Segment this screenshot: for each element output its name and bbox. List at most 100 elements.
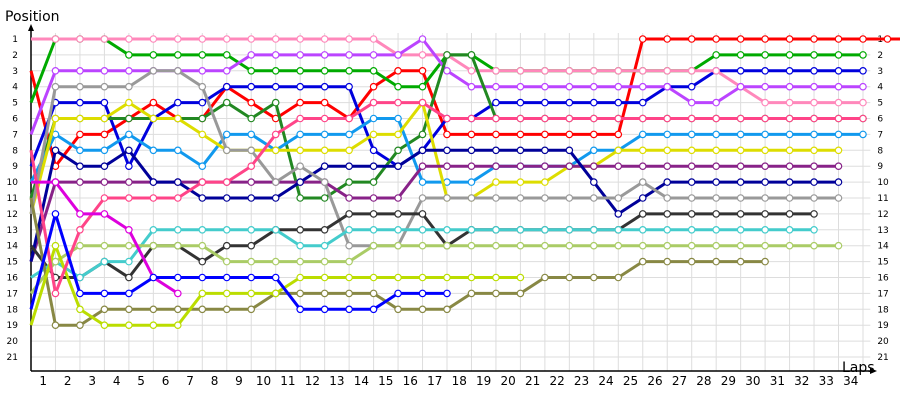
y-tick-label: 17 bbox=[7, 289, 18, 299]
data-point bbox=[247, 162, 256, 171]
data-point bbox=[859, 98, 867, 107]
data-point bbox=[394, 162, 402, 171]
data-point bbox=[736, 67, 745, 75]
data-point bbox=[320, 257, 329, 266]
data-point bbox=[149, 321, 158, 330]
data-point bbox=[565, 162, 574, 171]
data-point bbox=[174, 98, 182, 107]
data-point bbox=[418, 67, 427, 75]
data-point bbox=[125, 257, 133, 266]
data-point bbox=[712, 114, 720, 123]
data-point bbox=[247, 82, 256, 91]
y-tick-label: 21 bbox=[7, 353, 18, 363]
data-point bbox=[271, 82, 280, 91]
data-point bbox=[76, 35, 84, 43]
x-tick-label: 4 bbox=[113, 374, 121, 388]
data-point bbox=[638, 82, 647, 91]
data-point bbox=[638, 67, 647, 75]
grid bbox=[31, 33, 871, 371]
data-point bbox=[492, 162, 500, 171]
data-point bbox=[125, 51, 133, 59]
data-point bbox=[712, 162, 720, 171]
data-point bbox=[100, 241, 109, 250]
data-point bbox=[810, 130, 818, 139]
data-point bbox=[614, 162, 623, 171]
data-point bbox=[492, 241, 500, 250]
x-tick-label: 12 bbox=[305, 374, 320, 388]
data-point bbox=[198, 178, 207, 186]
data-point bbox=[320, 130, 329, 139]
data-point bbox=[320, 226, 329, 234]
data-point bbox=[345, 35, 353, 43]
x-tick-label: 6 bbox=[162, 374, 170, 388]
series-line bbox=[29, 212, 447, 311]
data-point bbox=[663, 67, 672, 75]
data-point bbox=[761, 146, 769, 155]
data-point bbox=[663, 194, 672, 202]
data-point bbox=[834, 178, 843, 186]
data-point bbox=[247, 146, 256, 155]
data-point bbox=[859, 35, 867, 43]
series-10 bbox=[29, 146, 843, 262]
data-point bbox=[418, 305, 427, 314]
data-point bbox=[736, 82, 745, 91]
data-point bbox=[296, 114, 304, 123]
data-point bbox=[467, 178, 476, 186]
data-point bbox=[125, 67, 133, 75]
y-tick-label: 11 bbox=[7, 194, 18, 204]
data-point bbox=[76, 178, 84, 186]
data-point bbox=[736, 257, 745, 266]
data-point bbox=[492, 98, 500, 107]
data-point bbox=[320, 82, 329, 91]
data-point bbox=[785, 130, 794, 139]
data-point bbox=[736, 114, 745, 123]
data-point bbox=[296, 130, 304, 139]
data-point bbox=[443, 226, 451, 234]
data-point bbox=[443, 194, 451, 202]
data-point bbox=[614, 130, 623, 139]
data-point bbox=[296, 35, 304, 43]
x-tick-label: 1 bbox=[39, 374, 47, 388]
data-point bbox=[320, 35, 329, 43]
data-point bbox=[51, 114, 60, 123]
data-point bbox=[174, 273, 182, 282]
x-tick-label: 23 bbox=[574, 374, 589, 388]
data-point bbox=[443, 305, 451, 314]
data-point bbox=[198, 98, 207, 107]
y-tick-label-right: 11 bbox=[877, 194, 888, 204]
data-point bbox=[614, 194, 623, 202]
y-tick-label-right: 20 bbox=[877, 337, 889, 347]
data-point bbox=[467, 194, 476, 202]
data-point bbox=[614, 273, 623, 282]
data-point bbox=[418, 98, 427, 107]
data-point bbox=[761, 67, 769, 75]
data-point bbox=[663, 130, 672, 139]
y-tick-label-right: 16 bbox=[877, 274, 889, 284]
data-point bbox=[198, 273, 207, 282]
data-point bbox=[418, 194, 427, 202]
x-tick-label: 33 bbox=[819, 374, 834, 388]
data-point bbox=[247, 67, 256, 75]
x-tick-label: 19 bbox=[476, 374, 491, 388]
data-point bbox=[296, 226, 304, 234]
y-tick-label-right: 7 bbox=[877, 130, 883, 140]
data-point bbox=[320, 273, 329, 282]
y-tick-label: 19 bbox=[7, 321, 19, 331]
x-tick-label: 30 bbox=[745, 374, 760, 388]
data-point bbox=[712, 98, 720, 107]
data-point bbox=[834, 162, 843, 171]
data-point bbox=[516, 194, 525, 202]
data-point bbox=[883, 35, 892, 43]
data-point bbox=[541, 130, 549, 139]
data-point bbox=[247, 273, 256, 282]
y-tick-label-right: 13 bbox=[877, 226, 888, 236]
y-tick-label-right: 2 bbox=[877, 51, 883, 61]
data-point bbox=[296, 162, 304, 171]
data-point bbox=[687, 210, 696, 218]
data-point bbox=[125, 289, 133, 298]
data-point bbox=[712, 35, 720, 43]
data-point bbox=[859, 114, 867, 123]
y-tick-label: 1 bbox=[12, 35, 18, 45]
y-tick-label-right: 5 bbox=[877, 99, 883, 109]
data-point bbox=[492, 178, 500, 186]
